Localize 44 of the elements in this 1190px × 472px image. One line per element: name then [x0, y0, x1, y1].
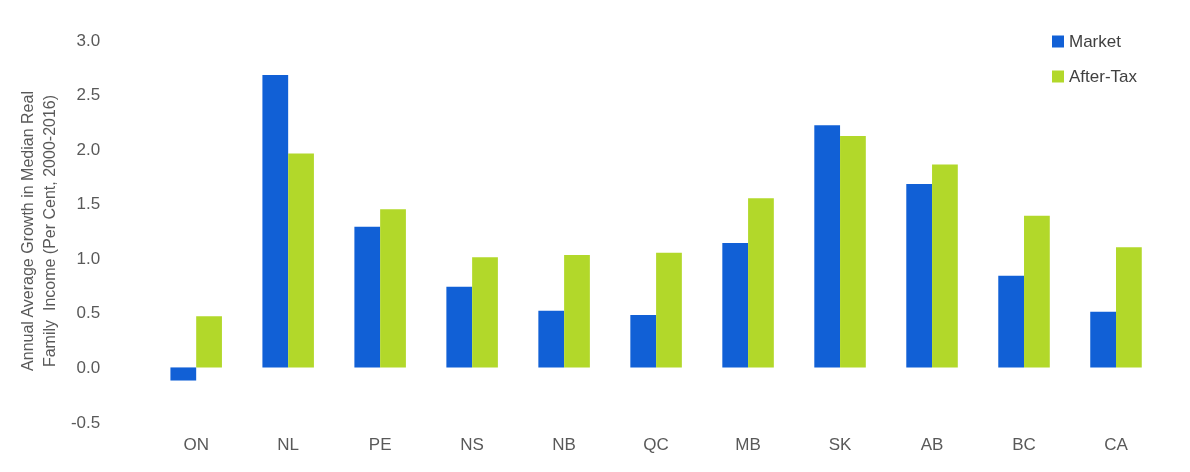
x-tick-label: NL: [277, 435, 300, 454]
y-tick-label: 2.0: [76, 139, 101, 159]
y-tick-label: 0.5: [76, 303, 101, 323]
x-tick-label: CA: [1104, 435, 1129, 454]
bar: [814, 125, 841, 368]
y-tick-label: 1.5: [76, 194, 101, 214]
legend-label: Market: [1068, 32, 1122, 51]
bar: [564, 255, 590, 368]
y-axis-title: Annual Average Growth in Median Real Family Income (Per Cent, 2000-2016): [18, 91, 58, 371]
bar: [354, 226, 381, 368]
bar: [196, 316, 222, 368]
x-tick-label: BC: [1012, 435, 1036, 454]
bar: [262, 74, 289, 368]
bar: [656, 252, 682, 368]
bar: [630, 315, 657, 368]
bar: [380, 209, 406, 368]
bar: [170, 367, 197, 381]
y-tick-label: 3.0: [76, 30, 101, 50]
y-tick-label: 1.0: [76, 248, 101, 268]
y-tick-label: 0.0: [76, 357, 101, 377]
x-tick-label: QC: [643, 435, 669, 454]
bar: [538, 310, 565, 368]
bar: [1090, 311, 1117, 368]
bar: [932, 164, 958, 368]
x-tick-label: NB: [552, 435, 576, 454]
bar: [906, 184, 933, 368]
y-tick-label: -0.5: [70, 412, 101, 432]
bar: [472, 257, 498, 368]
bar: [722, 243, 749, 368]
bar: [840, 136, 866, 368]
bar: [748, 198, 774, 368]
x-tick-label: AB: [920, 435, 944, 454]
x-tick-label: SK: [828, 435, 853, 454]
bar: [288, 153, 314, 368]
bar: [1024, 215, 1050, 368]
x-tick-label: MB: [735, 435, 761, 454]
bar: [1116, 247, 1142, 368]
legend-label: After-Tax: [1068, 67, 1138, 86]
x-tick-label: ON: [183, 435, 209, 454]
x-tick-label: PE: [368, 435, 392, 454]
bar: [446, 286, 473, 368]
bar: [998, 275, 1025, 368]
x-tick-label: NS: [460, 435, 484, 454]
y-tick-label: 2.5: [76, 85, 101, 105]
